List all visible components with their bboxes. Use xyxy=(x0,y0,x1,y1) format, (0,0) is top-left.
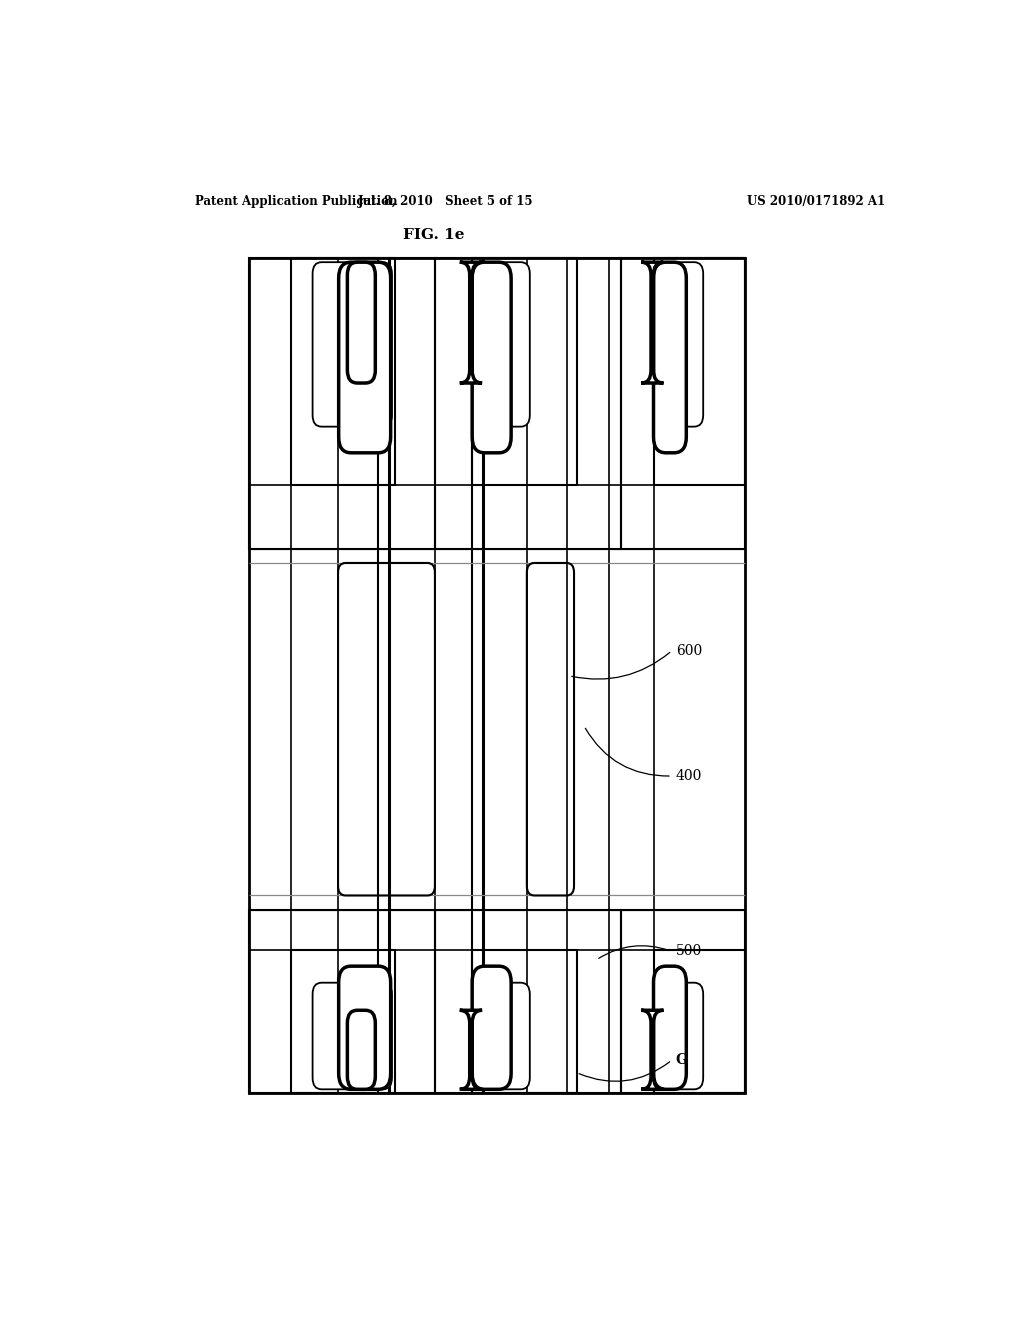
FancyBboxPatch shape xyxy=(472,966,511,1089)
Bar xyxy=(653,257,745,484)
Bar xyxy=(622,909,745,1093)
Bar xyxy=(249,909,435,1093)
Bar xyxy=(435,257,622,549)
Bar xyxy=(249,257,745,1093)
Text: Jul. 8, 2010   Sheet 5 of 15: Jul. 8, 2010 Sheet 5 of 15 xyxy=(357,194,534,207)
FancyBboxPatch shape xyxy=(347,1010,376,1089)
FancyBboxPatch shape xyxy=(641,263,664,383)
FancyBboxPatch shape xyxy=(653,263,703,426)
FancyBboxPatch shape xyxy=(339,263,391,453)
Text: G: G xyxy=(676,1053,688,1067)
Bar xyxy=(291,950,395,1093)
Text: Patent Application Publication: Patent Application Publication xyxy=(196,194,398,207)
FancyBboxPatch shape xyxy=(653,966,686,1089)
FancyBboxPatch shape xyxy=(312,263,392,426)
Bar xyxy=(435,909,622,1093)
Text: 400: 400 xyxy=(676,770,702,783)
Text: 600: 600 xyxy=(676,644,702,657)
FancyBboxPatch shape xyxy=(347,263,376,383)
FancyBboxPatch shape xyxy=(641,1010,664,1089)
Text: US 2010/0171892 A1: US 2010/0171892 A1 xyxy=(748,194,885,207)
Bar xyxy=(291,257,395,484)
Bar xyxy=(472,950,577,1093)
Text: FIG. 1e: FIG. 1e xyxy=(402,227,464,242)
Bar xyxy=(653,950,745,1093)
FancyBboxPatch shape xyxy=(472,263,511,453)
FancyBboxPatch shape xyxy=(339,966,391,1089)
Bar xyxy=(249,257,435,549)
FancyBboxPatch shape xyxy=(472,982,529,1089)
FancyBboxPatch shape xyxy=(460,1010,482,1089)
FancyBboxPatch shape xyxy=(472,263,529,426)
FancyBboxPatch shape xyxy=(312,982,392,1089)
FancyBboxPatch shape xyxy=(460,263,482,383)
Bar xyxy=(622,257,745,549)
Bar xyxy=(472,257,577,484)
FancyBboxPatch shape xyxy=(653,982,703,1089)
FancyBboxPatch shape xyxy=(653,263,686,453)
Text: 500: 500 xyxy=(676,944,702,958)
